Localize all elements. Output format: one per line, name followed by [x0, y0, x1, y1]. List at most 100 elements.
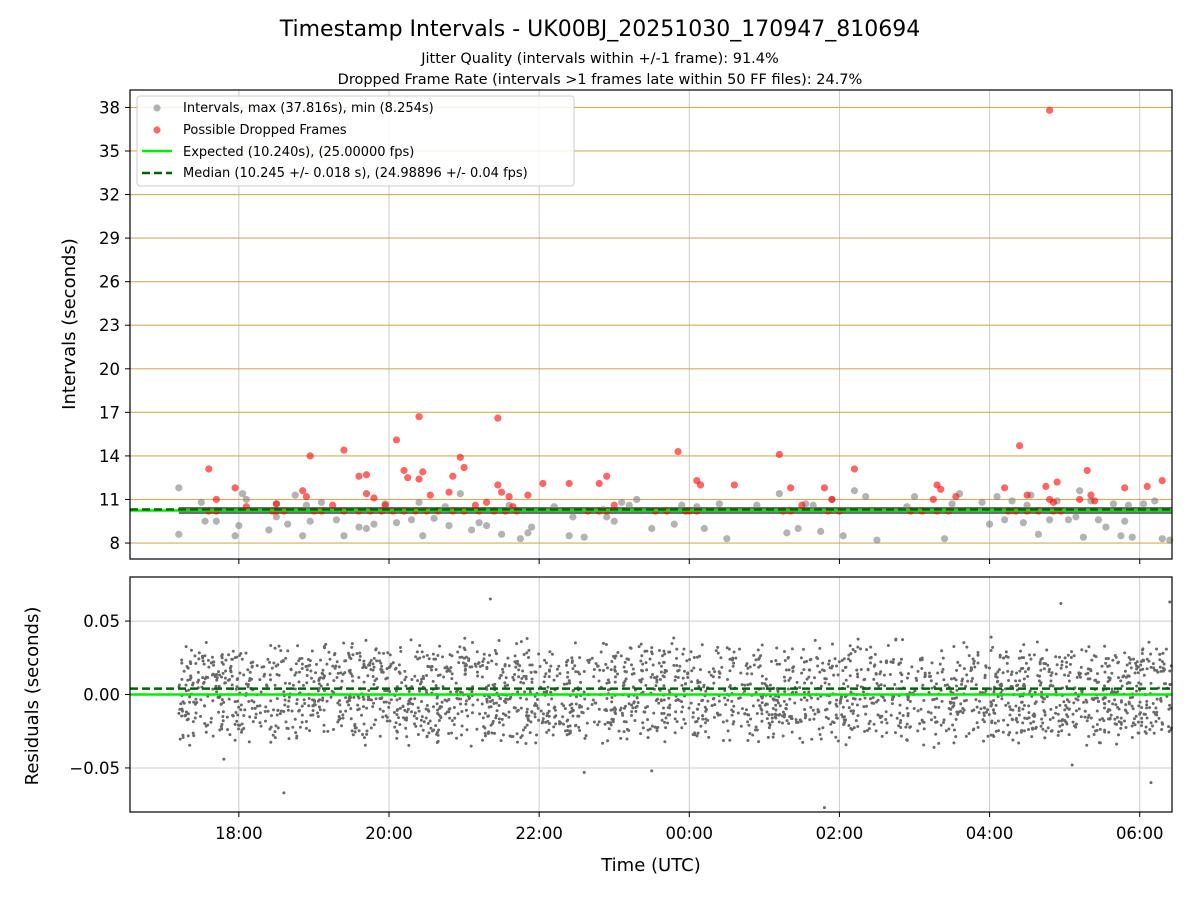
residual-point: [970, 676, 974, 680]
residual-point: [730, 708, 734, 712]
dropped-frame-point: [787, 484, 795, 492]
residual-point: [821, 726, 825, 730]
residual-point: [836, 739, 840, 743]
residual-point: [711, 667, 715, 671]
residual-point: [397, 663, 401, 667]
interval-point: [794, 524, 802, 533]
residual-point: [808, 718, 812, 722]
residual-point: [672, 663, 676, 667]
residual-point: [1027, 727, 1031, 731]
residual-point: [436, 653, 440, 657]
residual-point: [295, 698, 299, 702]
residual-point: [375, 677, 379, 681]
residual-point: [666, 721, 670, 725]
residual-point: [310, 676, 314, 680]
intervals-y-tick-label: 29: [99, 229, 120, 248]
residual-point: [306, 657, 310, 661]
residual-point: [247, 740, 251, 744]
residual-point: [362, 722, 366, 726]
residual-point: [422, 720, 426, 724]
residual-point: [1010, 685, 1014, 689]
residual-point: [918, 722, 922, 726]
residual-point: [1164, 647, 1168, 651]
residual-point: [622, 706, 626, 710]
residual-point: [859, 647, 863, 651]
residual-point: [1119, 722, 1123, 726]
residual-point: [694, 720, 698, 724]
residual-point: [730, 699, 734, 703]
residual-point: [298, 708, 302, 712]
residual-point: [821, 661, 825, 665]
residual-point: [567, 680, 571, 684]
residual-point: [606, 678, 610, 682]
residual-point: [1015, 671, 1019, 675]
residual-point: [581, 711, 585, 715]
residual-point: [972, 708, 976, 712]
residual-point: [519, 640, 523, 644]
residual-point: [513, 672, 517, 676]
residual-point: [898, 711, 902, 715]
residual-point: [807, 668, 811, 672]
residual-point: [420, 715, 424, 719]
residual-point: [689, 650, 693, 654]
residual-point: [1154, 706, 1158, 710]
residual-point: [573, 641, 577, 645]
residual-point: [248, 715, 252, 719]
residual-point: [835, 704, 839, 708]
residual-point: [307, 704, 311, 708]
residual-point: [342, 641, 346, 645]
dropped-frame-point: [828, 495, 836, 504]
residual-point: [1074, 725, 1078, 729]
residual-point: [202, 680, 206, 684]
residual-point: [934, 705, 938, 709]
interval-point: [242, 495, 250, 504]
interval-point: [1000, 516, 1009, 524]
residual-point: [312, 680, 316, 684]
residual-point: [469, 744, 473, 748]
residual-point: [445, 669, 449, 673]
residual-point: [557, 664, 561, 668]
residual-point: [879, 670, 883, 674]
residual-point: [777, 695, 781, 699]
residual-point: [721, 720, 725, 724]
residual-point: [481, 716, 485, 720]
residual-point: [1077, 671, 1081, 675]
residual-point: [386, 651, 390, 655]
residual-point: [602, 669, 606, 673]
residual-point: [732, 661, 736, 665]
residual-point: [982, 706, 986, 710]
dropped-frame-point: [1091, 497, 1099, 505]
residual-point: [565, 719, 569, 723]
residual-point: [727, 647, 731, 651]
residual-point: [680, 683, 684, 687]
residual-point: [562, 682, 566, 686]
residual-point: [414, 655, 418, 659]
residual-point: [231, 649, 235, 653]
residual-point: [410, 685, 414, 689]
residual-point: [311, 708, 315, 712]
interval-point: [839, 532, 847, 540]
residual-point: [728, 657, 732, 661]
residual-point: [637, 645, 641, 649]
residual-point: [236, 723, 240, 727]
residual-point: [717, 699, 721, 703]
residual-point: [997, 729, 1001, 733]
residual-point: [395, 713, 399, 717]
residual-point: [304, 665, 308, 669]
residual-point: [1023, 684, 1027, 688]
interval-point: [565, 532, 573, 540]
residual-point: [450, 731, 454, 735]
residual-point: [603, 722, 607, 726]
residual-point: [1027, 653, 1031, 657]
residual-point: [745, 672, 749, 676]
residual-point: [493, 682, 497, 686]
residual-point: [238, 653, 242, 657]
residual-point: [358, 651, 362, 655]
residual-point: [984, 710, 988, 714]
residual-point: [230, 657, 234, 661]
residual-point: [224, 669, 228, 673]
residual-point: [493, 649, 497, 653]
residual-point: [1080, 648, 1084, 652]
residual-point: [456, 650, 460, 654]
residual-point: [1017, 713, 1021, 717]
